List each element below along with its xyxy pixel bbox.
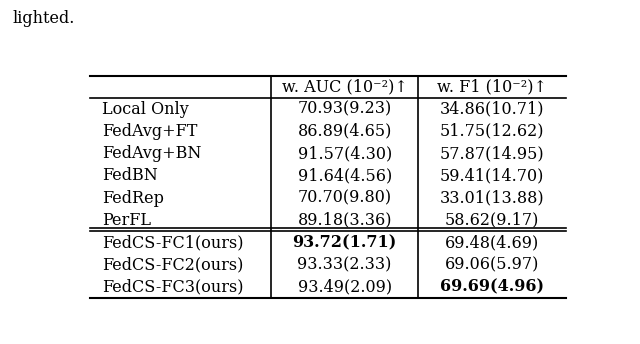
Text: 86.89(4.65): 86.89(4.65) bbox=[298, 123, 392, 140]
Text: 70.70(9.80): 70.70(9.80) bbox=[298, 190, 392, 207]
Text: 69.48(4.69): 69.48(4.69) bbox=[445, 234, 540, 251]
Text: 58.62(9.17): 58.62(9.17) bbox=[445, 212, 540, 229]
Text: 34.86(10.71): 34.86(10.71) bbox=[440, 100, 545, 118]
Text: 91.57(4.30): 91.57(4.30) bbox=[298, 145, 392, 162]
Text: FedBN: FedBN bbox=[102, 167, 158, 184]
Text: 91.64(4.56): 91.64(4.56) bbox=[298, 167, 392, 184]
Text: w. F1 (10⁻²)↑: w. F1 (10⁻²)↑ bbox=[437, 78, 547, 95]
Text: FedCS-FC3(ours): FedCS-FC3(ours) bbox=[102, 279, 244, 295]
Text: FedAvg+BN: FedAvg+BN bbox=[102, 145, 202, 162]
Text: FedRep: FedRep bbox=[102, 190, 164, 207]
Text: 59.41(14.70): 59.41(14.70) bbox=[440, 167, 545, 184]
Text: 93.33(2.33): 93.33(2.33) bbox=[298, 256, 392, 273]
Text: 93.72(1.71): 93.72(1.71) bbox=[292, 234, 397, 251]
Text: 69.06(5.97): 69.06(5.97) bbox=[445, 256, 540, 273]
Text: FedCS-FC2(ours): FedCS-FC2(ours) bbox=[102, 256, 244, 273]
Text: 93.49(2.09): 93.49(2.09) bbox=[298, 279, 392, 295]
Text: PerFL: PerFL bbox=[102, 212, 151, 229]
Text: 51.75(12.62): 51.75(12.62) bbox=[440, 123, 545, 140]
Text: FedCS-FC1(ours): FedCS-FC1(ours) bbox=[102, 234, 244, 251]
Text: Local Only: Local Only bbox=[102, 100, 189, 118]
Text: lighted.: lighted. bbox=[13, 10, 75, 27]
Text: w. AUC (10⁻²)↑: w. AUC (10⁻²)↑ bbox=[282, 78, 408, 95]
Text: 70.93(9.23): 70.93(9.23) bbox=[298, 100, 392, 118]
Text: FedAvg+FT: FedAvg+FT bbox=[102, 123, 198, 140]
Text: 89.18(3.36): 89.18(3.36) bbox=[298, 212, 392, 229]
Text: 57.87(14.95): 57.87(14.95) bbox=[440, 145, 545, 162]
Text: 33.01(13.88): 33.01(13.88) bbox=[440, 190, 545, 207]
Text: 69.69(4.96): 69.69(4.96) bbox=[440, 279, 544, 295]
